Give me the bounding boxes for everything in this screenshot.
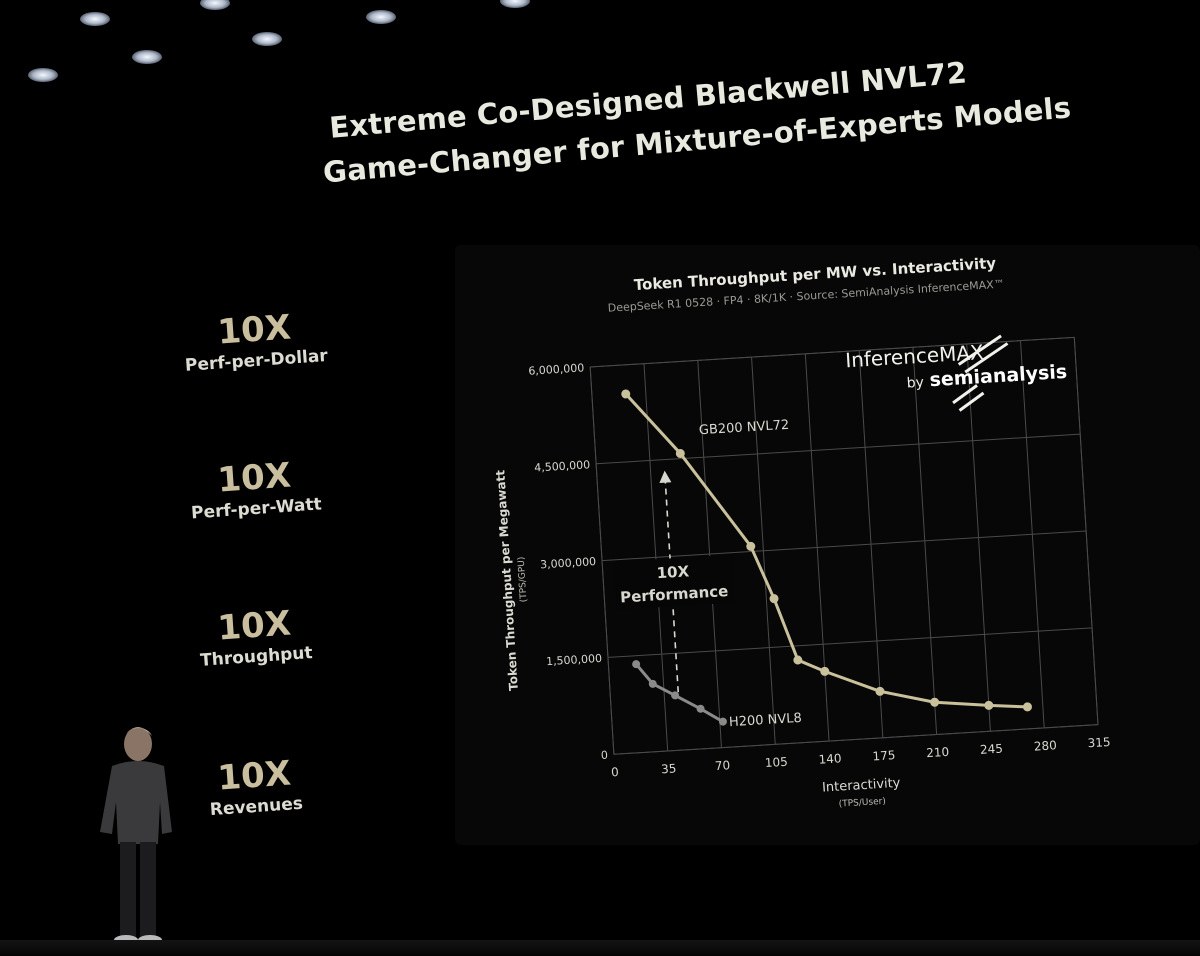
spotlight-icon (132, 50, 162, 64)
x-tick-label: 280 (1033, 738, 1057, 753)
data-point (648, 679, 657, 688)
grid (589, 336, 1099, 755)
logo-slash-icon (958, 391, 985, 412)
data-point (675, 448, 685, 458)
axis-ticks: 0 35 70 105 140 175 210 245 280 315 0 1,500,000 3,00… (528, 361, 1111, 779)
data-point (930, 697, 940, 707)
spotlight-icon (28, 68, 58, 82)
data-point (718, 717, 727, 726)
presenter-figure (100, 727, 172, 945)
chart-panel (455, 245, 1200, 845)
logo-slash-icon (957, 334, 1002, 366)
y-gridline (613, 724, 1099, 755)
y-axis-unit: (TPS/GPU) (517, 556, 530, 602)
annotation-arrowhead-icon (659, 470, 672, 483)
y-tick-label: 4,500,000 (534, 458, 591, 474)
data-point (746, 541, 756, 551)
data-point (769, 594, 779, 604)
annotation-arrow (664, 480, 680, 693)
x-tick-label: 245 (980, 741, 1004, 756)
y-axis-label: Token Throughput per Megawatt (493, 469, 520, 691)
series-label: GB200 NVL72 (699, 418, 790, 438)
inferencemax-logo: InferenceMAX by semianalysis (845, 334, 1068, 412)
spotlight-icon (200, 0, 230, 10)
data-point (671, 691, 680, 700)
logo-slash-icon (964, 342, 1009, 374)
data-point (875, 686, 885, 696)
data-point (696, 704, 705, 713)
x-gridline (1073, 337, 1099, 725)
y-gridline (607, 627, 1093, 658)
y-gridline (602, 530, 1087, 562)
data-point (984, 700, 994, 710)
x-tick-label: 210 (926, 745, 950, 760)
x-tick-label: 105 (764, 755, 788, 770)
logo-by: by (906, 375, 924, 392)
annotation-line-1: 10X (656, 562, 690, 582)
y-tick-label: 0 (601, 749, 609, 762)
series-line-gb200 (624, 392, 1028, 709)
annotation-background (614, 554, 735, 610)
data-point (621, 389, 631, 399)
x-tick-label: 140 (818, 751, 842, 766)
y-tick-label: 1,500,000 (546, 652, 603, 668)
spotlight-icon (500, 0, 530, 8)
x-axis-unit: (TPS/User) (838, 797, 886, 810)
x-tick-label: 175 (872, 748, 896, 763)
data-point (793, 655, 803, 665)
series-layer: GB200 NVL72 H200 NVL8 (621, 389, 1032, 730)
y-tick-label: 3,000,000 (540, 555, 597, 571)
y-gridline (596, 433, 1081, 465)
data-point (1022, 702, 1032, 712)
series-label: H200 NVL8 (729, 711, 803, 730)
data-point (632, 660, 641, 669)
data-point (820, 666, 830, 676)
x-tick-label: 315 (1087, 735, 1111, 750)
y-gridline (590, 336, 1075, 368)
x-tick-label: 70 (715, 758, 731, 773)
stage-floor (0, 940, 1200, 956)
series-line-h200 (634, 663, 724, 723)
x-axis-label: Interactivity (822, 776, 902, 796)
spotlight-icon (80, 12, 110, 26)
y-tick-label: 6,000,000 (528, 361, 585, 377)
x-tick-label: 0 (611, 765, 619, 779)
spotlight-icon (252, 32, 282, 46)
spotlight-icon (366, 10, 396, 24)
x-tick-label: 35 (661, 761, 677, 776)
logo-slash-icon (952, 384, 978, 405)
